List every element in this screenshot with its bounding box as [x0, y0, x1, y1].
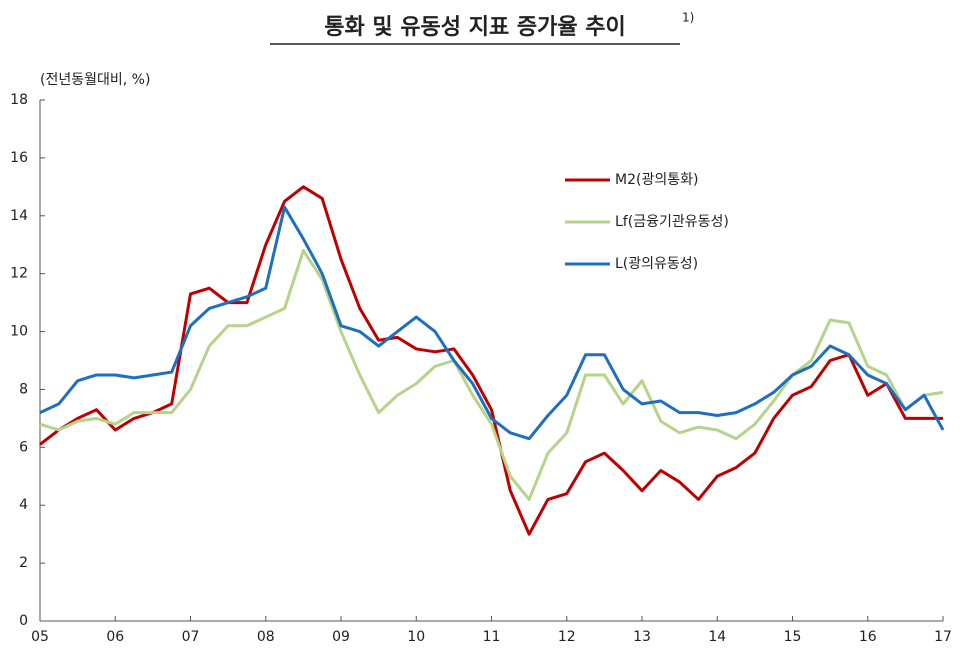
y-tick-label: 14 — [10, 208, 28, 224]
x-tick-label: 12 — [558, 629, 576, 645]
series-line — [39, 185, 943, 536]
x-tick-label: 13 — [633, 629, 651, 645]
y-tick-label: 10 — [10, 324, 28, 340]
y-tick-label: 8 — [19, 381, 28, 397]
legend-label: L(광의유동성) — [615, 256, 698, 272]
y-tick-label: 12 — [10, 266, 28, 282]
x-tick-label: 07 — [182, 629, 200, 645]
y-tick-label: 4 — [19, 497, 28, 513]
x-tick-label: 05 — [31, 629, 49, 645]
y-tick-label: 2 — [19, 555, 28, 571]
legend-label: Lf(금융기관유동성) — [615, 214, 729, 230]
x-tick-label: 16 — [859, 629, 877, 645]
x-tick-label: 11 — [483, 629, 501, 645]
y-tick-label: 18 — [10, 92, 28, 108]
x-tick-label: 15 — [784, 629, 802, 645]
series-line — [39, 205, 945, 441]
y-tick-label: 16 — [10, 150, 28, 166]
x-tick-label: 14 — [708, 629, 726, 645]
legend-label: M2(광의통화) — [615, 172, 698, 188]
x-tick-label: 08 — [257, 629, 275, 645]
x-tick-label: 09 — [332, 629, 350, 645]
y-axis-label: (전년동월대비, %) — [40, 72, 150, 88]
y-tick-label: 0 — [19, 613, 28, 629]
x-tick-label: 10 — [407, 629, 425, 645]
chart-title: 통화 및 유동성 지표 증가율 추이 — [324, 15, 625, 40]
y-tick-label: 6 — [19, 439, 28, 455]
x-tick-label: 17 — [934, 629, 952, 645]
title-note: 1) — [682, 11, 694, 25]
x-tick-label: 06 — [106, 629, 124, 645]
